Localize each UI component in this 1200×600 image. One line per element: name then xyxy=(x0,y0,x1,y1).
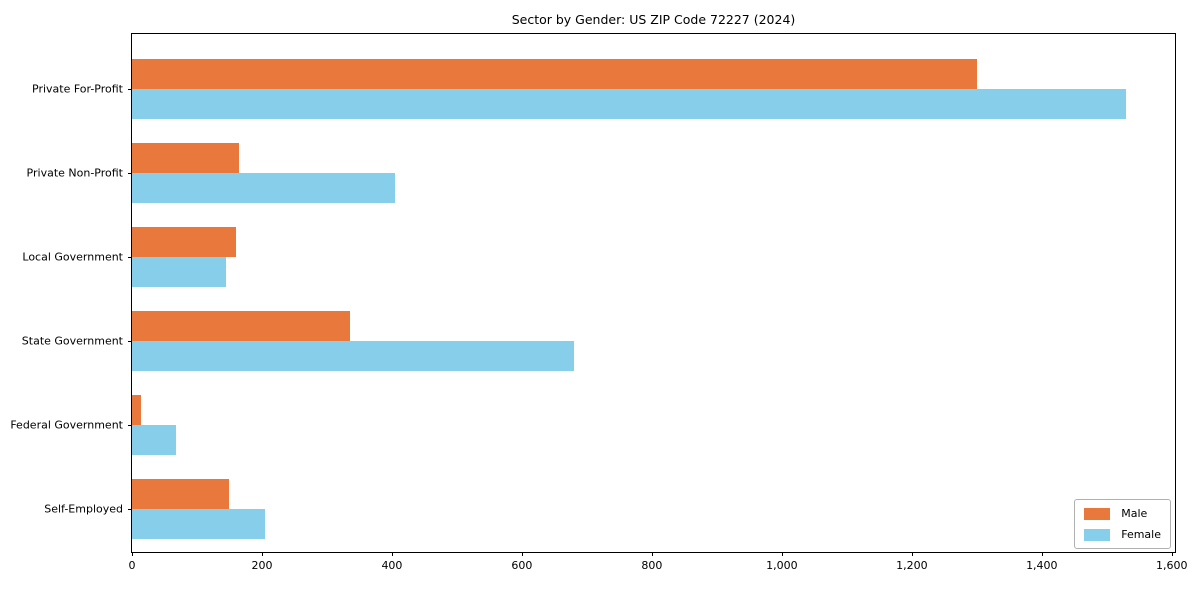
x-axis-tick-1200 xyxy=(911,552,913,556)
male-legend-swatch xyxy=(1084,507,1111,520)
bar-male-private-non-profit xyxy=(132,143,240,173)
bar-male-federal-government xyxy=(132,395,142,425)
male-legend-label: Male xyxy=(1121,507,1148,520)
y-axis-tick-federal-government xyxy=(128,425,132,426)
y-axis-label-state-government: State Government xyxy=(21,334,123,348)
bar-female-private-non-profit xyxy=(132,173,396,203)
x-axis-label-0: 0 xyxy=(128,559,136,572)
bar-male-state-government xyxy=(132,311,350,341)
x-axis-label-1000: 1,000 xyxy=(766,559,798,572)
bar-male-local-government xyxy=(132,227,236,257)
plot-area: Male Female Private For-Profit Private No… xyxy=(10,33,1188,572)
y-axis-label-local-government: Local Government xyxy=(22,250,123,264)
legend-item-male: Male xyxy=(1084,507,1161,520)
x-axis-tick-400 xyxy=(391,552,393,556)
bar-female-federal-government xyxy=(132,425,177,455)
y-axis-label-self-employed: Self-Employed xyxy=(44,502,123,516)
x-axis-tick-1600 xyxy=(1171,552,1173,556)
x-axis-label-600: 600 xyxy=(511,559,533,572)
y-axis-tick-private-non-profit xyxy=(128,173,132,174)
bar-female-self-employed xyxy=(132,509,266,539)
bar-male-self-employed xyxy=(132,479,230,509)
y-axis-label-private-for-profit: Private For-Profit xyxy=(32,82,123,96)
x-axis-label-1200: 1,200 xyxy=(896,559,928,572)
x-axis-tick-800 xyxy=(651,552,653,556)
bar-female-private-for-profit xyxy=(132,89,1127,119)
x-axis-label-800: 800 xyxy=(641,559,663,572)
chart-title: Sector by Gender: US ZIP Code 72227 (202… xyxy=(511,12,796,27)
y-axis-tick-private-for-profit xyxy=(128,89,132,90)
bar-female-local-government xyxy=(132,257,227,287)
female-legend-swatch xyxy=(1084,528,1111,541)
x-axis-tick-600 xyxy=(521,552,523,556)
y-axis-label-private-non-profit: Private Non-Profit xyxy=(26,166,123,180)
y-axis-label-federal-government: Federal Government xyxy=(10,418,123,432)
x-axis-label-1600: 1,600 xyxy=(1156,559,1188,572)
x-axis-tick-0 xyxy=(132,552,133,556)
x-axis-label-1400: 1,400 xyxy=(1026,559,1058,572)
y-axis-tick-state-government xyxy=(128,341,132,342)
y-axis-tick-local-government xyxy=(128,257,132,258)
y-axis-tick-self-employed xyxy=(128,509,132,510)
bar-male-private-for-profit xyxy=(132,59,977,89)
legend-item-female: Female xyxy=(1084,528,1161,541)
female-legend-label: Female xyxy=(1121,528,1161,541)
x-axis-label-200: 200 xyxy=(251,559,273,572)
x-axis-tick-1400 xyxy=(1041,552,1043,556)
x-axis-label-400: 400 xyxy=(381,559,403,572)
legend: Male Female xyxy=(1074,499,1171,549)
x-axis-tick-1000 xyxy=(781,552,783,556)
x-axis-tick-200 xyxy=(261,552,263,556)
bar-female-state-government xyxy=(132,341,574,371)
